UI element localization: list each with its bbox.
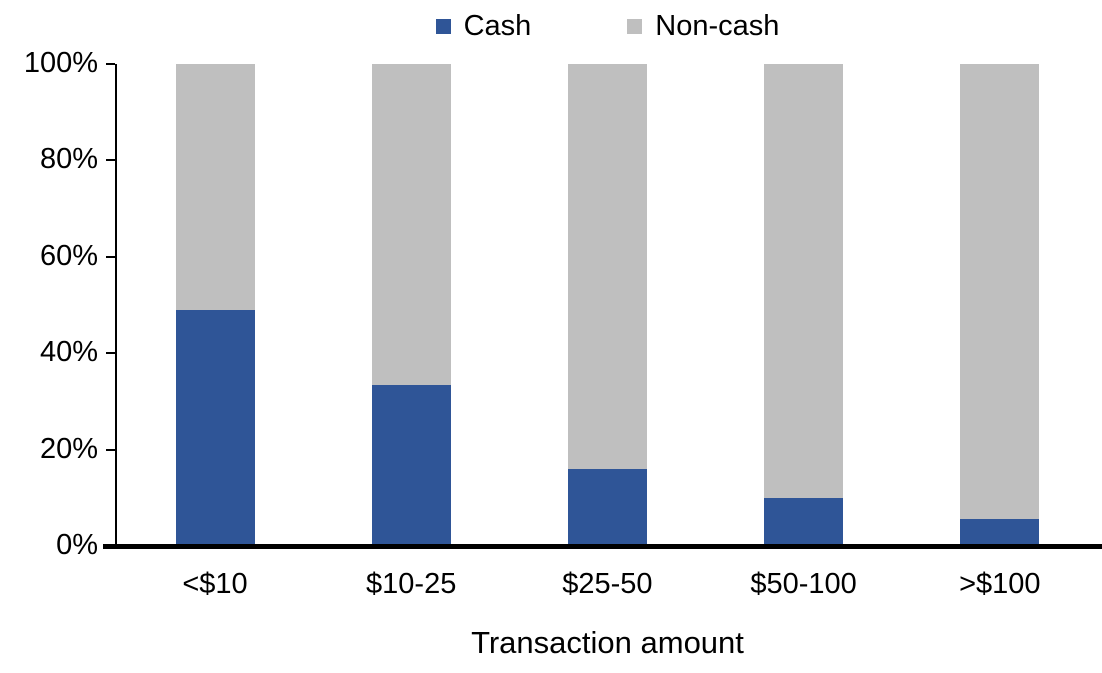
bar-segment-non-cash (175, 64, 255, 310)
y-tick-label: 40% (39, 336, 98, 369)
bar-segment-cash (960, 519, 1040, 546)
x-tick-label: $50-100 (750, 568, 857, 600)
bar-segment-non-cash (568, 64, 647, 469)
y-tick-mark (106, 352, 115, 355)
bar-segment-non-cash (960, 64, 1040, 520)
y-tick-label: 20% (39, 432, 98, 465)
y-tick-mark (106, 448, 115, 451)
y-tick-label: 100% (23, 47, 98, 79)
x-axis-title: Transaction amount (471, 625, 744, 660)
x-tick-label: >$100 (959, 568, 1041, 600)
bar-segment-cash (568, 468, 647, 546)
legend-label: Non-cash (655, 9, 780, 42)
x-tick-label: <$10 (182, 568, 248, 600)
y-tick-mark (106, 159, 115, 162)
y-tick-mark (106, 63, 115, 65)
legend-label: Cash (463, 9, 532, 42)
bar-segment-cash (764, 497, 844, 546)
y-axis-line (115, 64, 117, 546)
y-tick-mark (106, 545, 115, 547)
x-axis-line (103, 544, 1102, 549)
plot-area (117, 64, 1098, 546)
bar-segment-non-cash (764, 64, 844, 498)
bar-segment-cash (371, 384, 451, 546)
chart-legend: Cash Non-cash (117, 6, 1098, 46)
bar-segment-cash (175, 309, 255, 546)
y-tick-label: 0% (56, 529, 98, 561)
y-tick-label: 80% (39, 143, 98, 176)
legend-item-non-cash: Non-cash (627, 9, 780, 42)
legend-swatch-icon (435, 18, 451, 34)
bar-segment-non-cash (371, 64, 451, 385)
legend-item-cash: Cash (435, 9, 532, 42)
y-tick-mark (106, 255, 115, 258)
x-tick-label: $10-25 (366, 568, 457, 600)
y-tick-label: 60% (39, 239, 98, 272)
x-tick-label: $25-50 (562, 568, 653, 600)
legend-swatch-icon (627, 18, 643, 34)
